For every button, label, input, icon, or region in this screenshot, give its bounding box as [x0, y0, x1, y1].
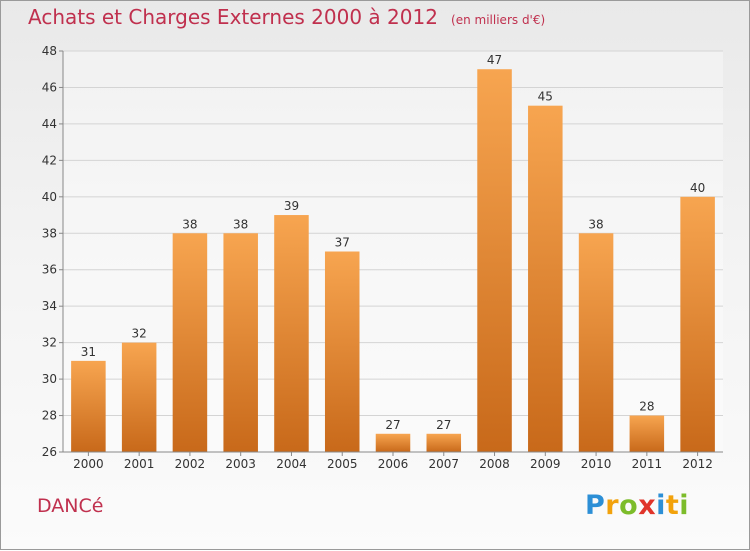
- data-label-2006: 27: [385, 418, 400, 432]
- logo-letter: i: [679, 490, 690, 521]
- y-tick-label: 46: [42, 80, 57, 94]
- chart-unit: (en milliers d'€): [451, 13, 546, 27]
- x-tick-label: 2002: [175, 457, 206, 471]
- axes: 26 28 30 32 34 36 38 40 42 44 46 48 2000 2001 2002 2003…: [42, 44, 723, 471]
- bar-2007: [426, 433, 462, 452]
- plot-area: [63, 51, 723, 452]
- x-tick-label: 2009: [530, 457, 561, 471]
- x-tick-label: 2010: [581, 457, 612, 471]
- bar-2012: [680, 196, 715, 452]
- bar-2008: [477, 69, 512, 453]
- x-tick-label: 2004: [276, 457, 307, 471]
- y-tick-label: 38: [42, 226, 57, 240]
- x-tick-label: 2008: [479, 457, 510, 471]
- data-label-2007: 27: [436, 418, 451, 432]
- y-tick-label: 40: [42, 190, 57, 204]
- y-tick-label: 48: [42, 44, 57, 58]
- chart-title: Achats et Charges Externes 2000 à 2012: [28, 5, 438, 29]
- y-tick-label: 36: [42, 263, 57, 277]
- bar-2009: [528, 105, 563, 452]
- x-tick-label: 2007: [428, 457, 459, 471]
- y-tick-label: 44: [42, 117, 57, 131]
- logo-letter: r: [605, 490, 620, 521]
- data-label-2012: 40: [690, 181, 705, 195]
- y-tick-label: 28: [42, 409, 57, 423]
- data-labels: 31 32 38 38 39 37 27 27 47 45 38 28 40: [81, 53, 706, 432]
- logo-letter: x: [638, 490, 657, 521]
- bar-2006: [375, 433, 411, 452]
- data-label-2010: 38: [588, 217, 603, 231]
- bars: [71, 69, 715, 453]
- bar-2000: [71, 360, 106, 452]
- commune-label: DANCé: [37, 495, 104, 517]
- bar-2004: [274, 215, 309, 452]
- x-tick-label: 2003: [225, 457, 256, 471]
- proxiti-logo: Proxiti: [585, 490, 689, 521]
- logo-letter: o: [619, 490, 639, 521]
- data-label-2004: 39: [284, 199, 299, 213]
- y-tick-label: 32: [42, 336, 57, 350]
- logo-letter: t: [665, 490, 680, 521]
- x-tick-label: 2005: [327, 457, 358, 471]
- data-label-2000: 31: [81, 345, 96, 359]
- data-label-2003: 38: [233, 217, 248, 231]
- logo-letter: P: [585, 490, 606, 521]
- data-label-2011: 28: [639, 400, 654, 414]
- data-label-2009: 45: [538, 90, 553, 104]
- x-tick-label: 2001: [124, 457, 155, 471]
- y-tick-label: 26: [42, 445, 57, 459]
- title-row: Achats et Charges Externes 2000 à 2012 (…: [28, 5, 545, 29]
- bar-2010: [578, 233, 614, 452]
- data-label-2005: 37: [335, 236, 350, 250]
- y-tick-label: 30: [42, 372, 57, 386]
- bar-2001: [121, 342, 157, 452]
- data-label-2002: 38: [182, 217, 197, 231]
- y-tick-label: 34: [42, 299, 57, 313]
- bar-2005: [324, 251, 360, 452]
- data-label-2001: 32: [132, 327, 147, 341]
- y-tick-label: 42: [42, 153, 57, 167]
- bar-2003: [223, 233, 258, 452]
- x-tick-label: 2006: [378, 457, 409, 471]
- x-tick-label: 2012: [682, 457, 713, 471]
- bar-2002: [172, 233, 208, 452]
- logo-letter: i: [656, 490, 666, 521]
- bar-2011: [629, 415, 665, 452]
- x-tick-label: 2000: [73, 457, 104, 471]
- data-label-2008: 47: [487, 53, 502, 67]
- x-tick-label: 2011: [632, 457, 663, 471]
